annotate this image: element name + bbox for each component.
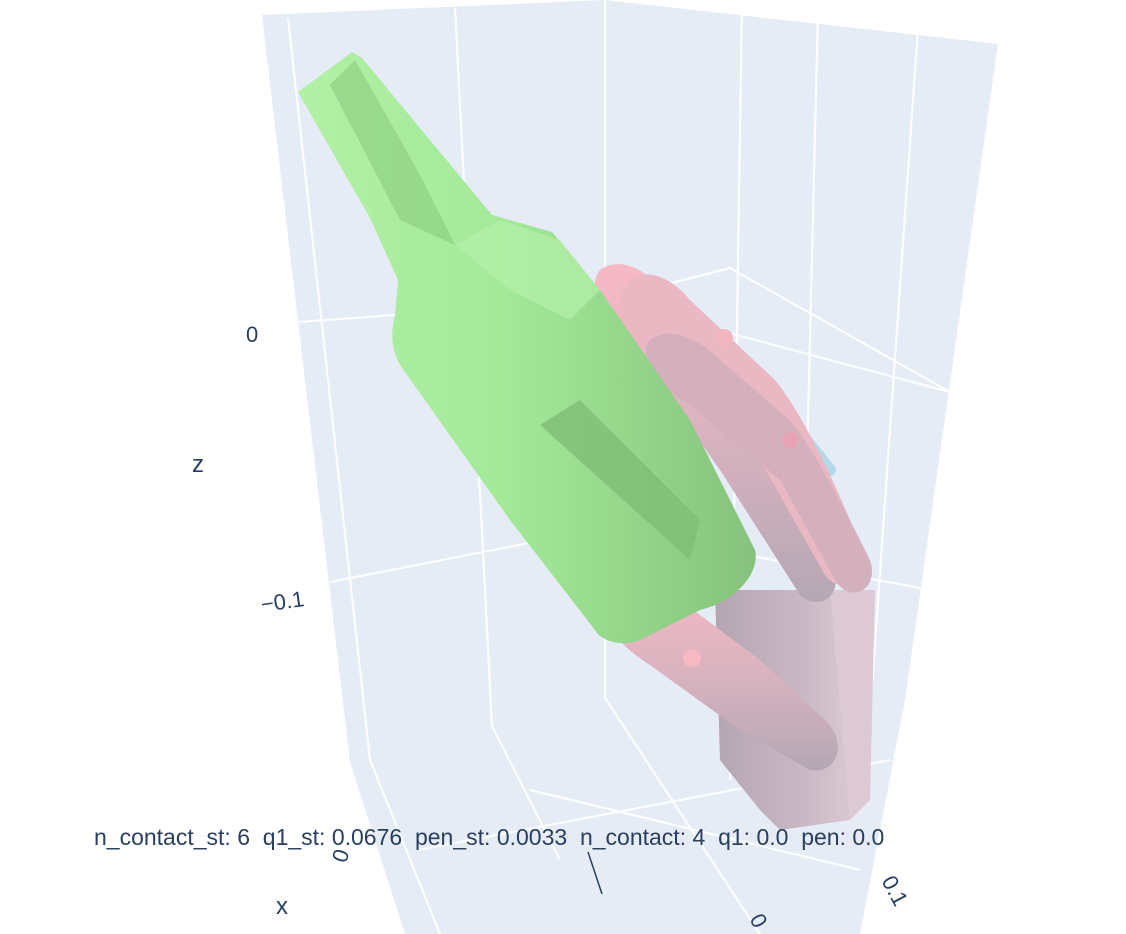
annotation-key: q1 xyxy=(718,824,744,850)
z-axis-title: z xyxy=(192,451,204,478)
annotation-key: n_contact_st xyxy=(94,824,225,850)
annotation-key: n_contact xyxy=(580,824,680,850)
z-tick-label: −0.1 xyxy=(259,586,305,617)
finger-ring xyxy=(645,333,872,593)
annotation-value: 0.0676 xyxy=(332,824,402,850)
annotation-value: 0.0 xyxy=(852,824,884,850)
axis-labels: 0 −0.1 z 0 x 0 0.1 xyxy=(192,322,913,932)
index-joint xyxy=(782,432,798,448)
bottle-shoulder-shade xyxy=(455,220,600,320)
annotation-key: pen xyxy=(801,824,839,850)
bottle-neck-shade xyxy=(330,60,455,245)
floor-pane xyxy=(350,698,905,934)
grasp-metrics-annotation: n_contact_st: 6 q1_st: 0.0676 pen_st: 0.… xyxy=(94,824,884,850)
annotation-value: 6 xyxy=(237,824,250,850)
middle-joint xyxy=(715,329,733,347)
bottle-shade-strip xyxy=(540,400,700,560)
x-tick-label: 0.1 xyxy=(877,871,913,910)
annotation-value: 0.0 xyxy=(756,824,788,850)
hand-palm-side xyxy=(830,590,875,820)
x-axis-title: x xyxy=(276,893,288,920)
hand-mesh xyxy=(595,264,875,830)
z-tick-label: 0 xyxy=(246,322,258,347)
annotation-key: q1_st xyxy=(263,824,320,850)
bottle-mesh xyxy=(298,52,756,644)
axis-tick-mark xyxy=(587,851,603,895)
thumb-joint xyxy=(683,649,701,667)
annotation-key: pen_st xyxy=(415,824,485,850)
annotation-value: 4 xyxy=(692,824,705,850)
annotation-value: 0.0033 xyxy=(497,824,567,850)
